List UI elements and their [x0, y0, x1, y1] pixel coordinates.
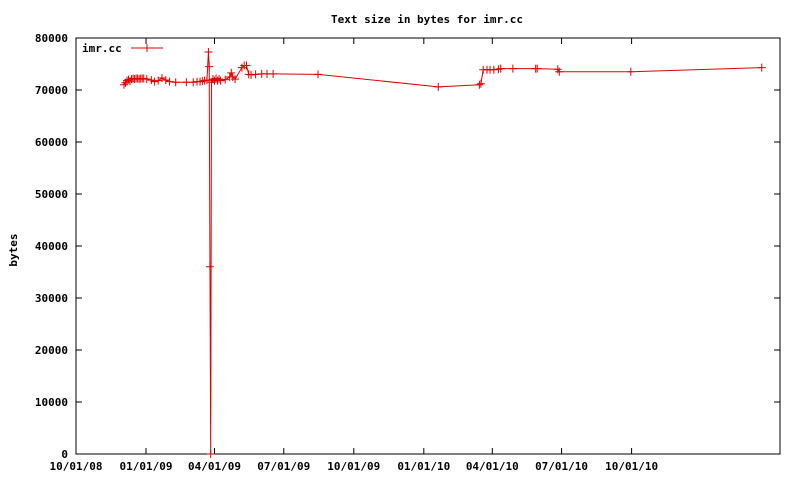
y-tick-label: 60000: [35, 136, 68, 149]
data-point: [251, 70, 260, 79]
data-point: [314, 70, 323, 79]
data-point: [216, 76, 225, 85]
y-tick-label: 40000: [35, 240, 68, 253]
legend: imr.cc: [82, 42, 163, 55]
y-tick-label: 80000: [35, 32, 68, 45]
data-point: [171, 78, 180, 87]
x-tick-label: 01/01/09: [120, 460, 173, 473]
data-point: [247, 70, 256, 79]
y-tick-label: 20000: [35, 344, 68, 357]
x-tick-label: 04/01/09: [188, 460, 241, 473]
y-axis-label: bytes: [7, 233, 20, 266]
legend-plus: [143, 44, 151, 52]
data-point: [476, 79, 485, 88]
data-point: [269, 69, 278, 78]
data-point: [215, 75, 224, 84]
data-point: [161, 76, 170, 85]
data-point: [434, 82, 443, 91]
x-tick-label: 07/01/10: [535, 460, 588, 473]
data-point: [221, 75, 230, 84]
x-axis: 10/01/08 01/01/09 04/01/09 07/01/09 10/01/09…: [50, 38, 658, 473]
x-tick-label: 07/01/09: [257, 460, 310, 473]
data-point: [165, 77, 174, 86]
x-tick-label: 01/01/10: [397, 460, 450, 473]
data-point: [231, 75, 240, 84]
plot-area: [119, 48, 766, 458]
data-point: [227, 68, 236, 77]
legend-marker: [143, 44, 151, 52]
data-point: [757, 63, 766, 72]
data-point: [508, 64, 517, 73]
data-point: [189, 78, 198, 87]
x-tick-label: 10/01/08: [50, 460, 103, 473]
data-point: [205, 62, 214, 71]
data-point: [182, 78, 191, 87]
y-tick-label: 30000: [35, 292, 68, 305]
y-tick-label: 10000: [35, 396, 68, 409]
y-tick-label: 50000: [35, 188, 68, 201]
chart-title: Text size in bytes for imr.cc: [331, 13, 523, 26]
data-point: [626, 67, 635, 76]
data-point: [202, 76, 211, 85]
x-tick-label: 10/01/10: [605, 460, 658, 473]
legend-label: imr.cc: [82, 42, 122, 55]
data-point: [206, 450, 215, 458]
data-point: [119, 80, 128, 89]
data-point: [142, 75, 151, 84]
data-point: [496, 64, 505, 73]
data-point: [475, 80, 484, 89]
y-tick-label: 70000: [35, 84, 68, 97]
data-point: [150, 77, 159, 86]
data-point: [205, 262, 214, 271]
x-tick-label: 04/01/10: [466, 460, 519, 473]
data-point: [533, 64, 542, 73]
y-tick-label: 0: [61, 448, 68, 461]
data-point: [555, 67, 564, 76]
data-point: [242, 61, 251, 70]
data-point: [489, 65, 498, 74]
data-point: [158, 74, 167, 83]
data-point: [204, 48, 213, 57]
x-tick-label: 10/01/09: [327, 460, 380, 473]
y-axis: 0 10000 20000 30000 40000 50000 60000 70000 8000…: [35, 32, 780, 461]
